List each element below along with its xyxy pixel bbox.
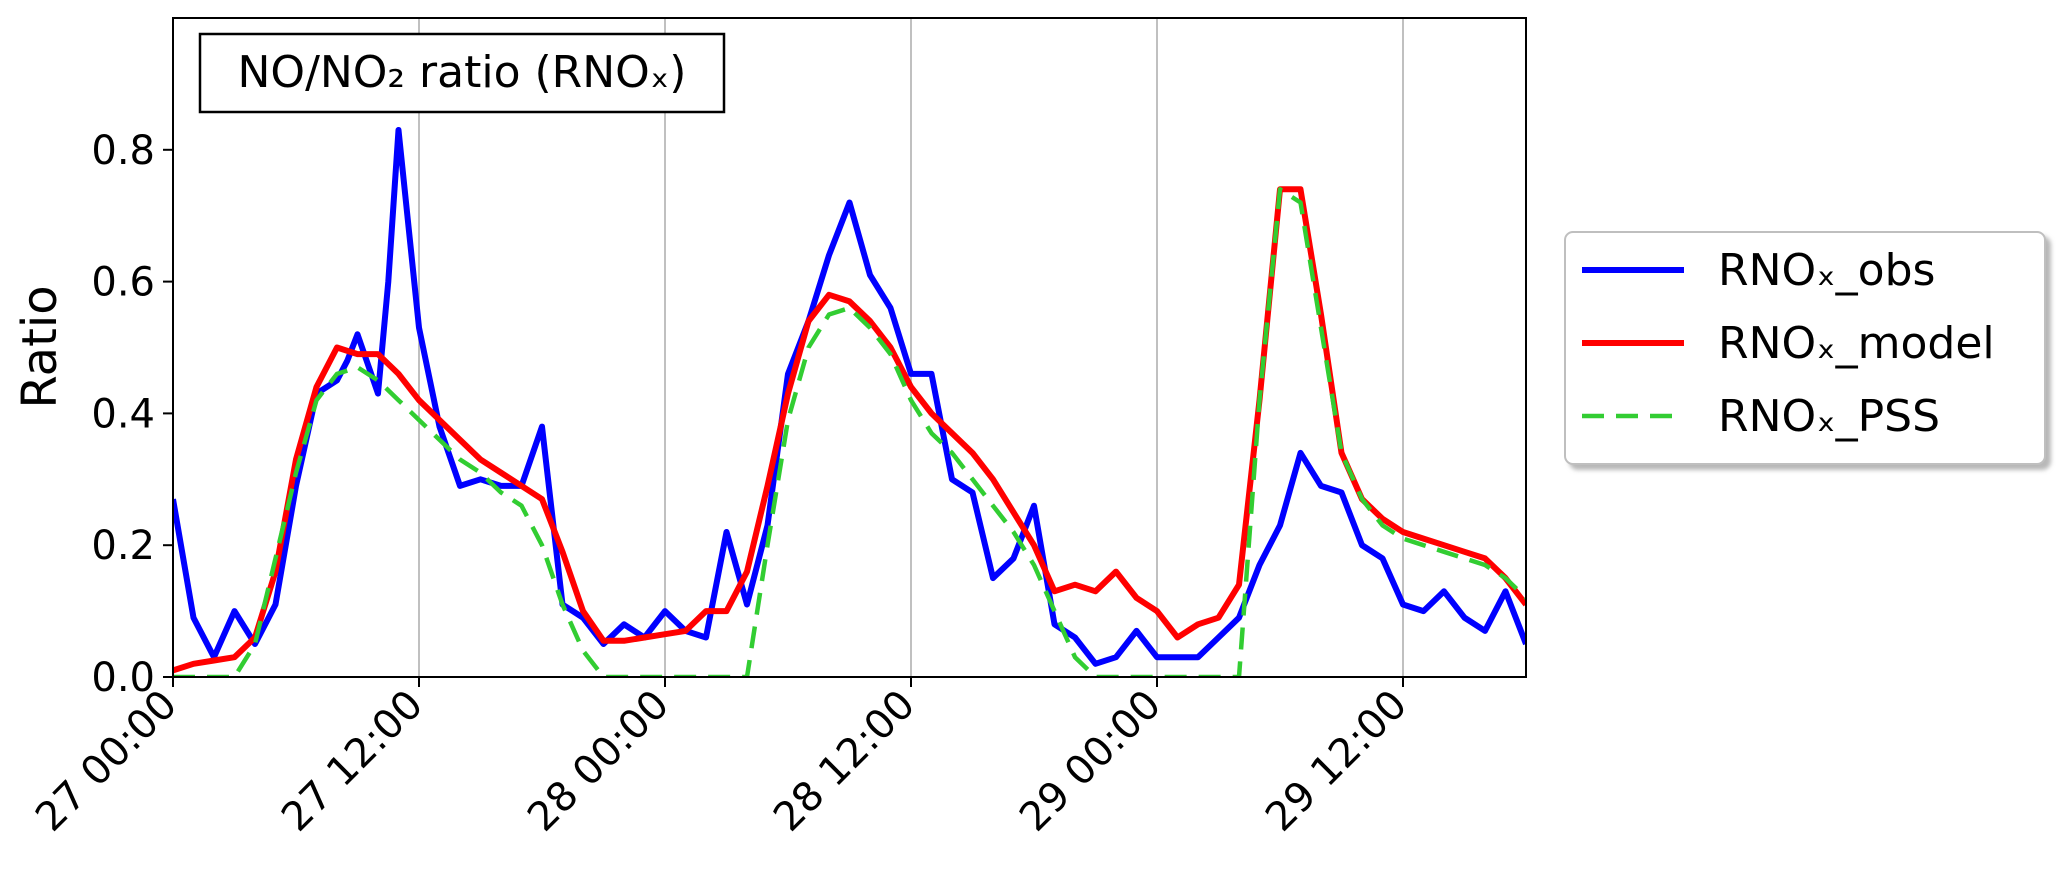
y-tick-label: 0.8 [91, 128, 155, 174]
y-axis-label: Ratio [12, 285, 68, 408]
x-tick-label: 27 12:00 [273, 682, 432, 841]
title-frame [198, 32, 726, 114]
chart-title: NO/NO₂ ratio (RNOₓ) [238, 47, 687, 98]
x-tick-label: 28 12:00 [765, 682, 924, 841]
x-tick-label: 28 00:00 [519, 682, 678, 841]
plot-frame [172, 17, 1527, 678]
y-tick-label: 0.4 [91, 391, 155, 437]
legend: RNOₓ_obs RNOₓ_model RNOₓ_PSS [1564, 231, 2046, 465]
y-tick-label: 0.6 [91, 260, 155, 306]
y-tick-label: 0.0 [91, 655, 155, 701]
legend-label: RNOₓ_model [1718, 318, 1995, 369]
x-tick-label: 29 00:00 [1011, 682, 1170, 841]
vertical-gridlines [418, 18, 1404, 677]
x-tick-label: 29 12:00 [1257, 682, 1416, 841]
legend-frame [1564, 231, 2046, 465]
legend-label: RNOₓ_obs [1718, 245, 1935, 296]
series-line-rno-model [173, 186, 1526, 674]
title-box: NO/NO₂ ratio (RNOₓ) [198, 32, 726, 114]
y-tick-label: 0.2 [91, 523, 155, 569]
series-line-rno-pss [173, 187, 1526, 677]
legend-label: RNOₓ_PSS [1718, 391, 1940, 442]
x-tick-label: 27 00:00 [27, 682, 186, 841]
series-lines [173, 127, 1526, 677]
